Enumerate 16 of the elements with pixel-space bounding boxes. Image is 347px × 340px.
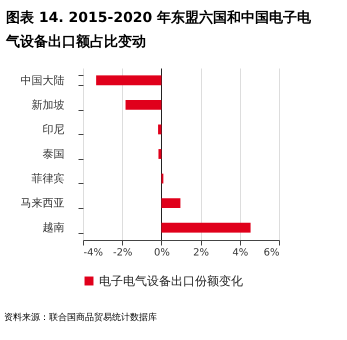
x-tick-label: 0% bbox=[154, 248, 170, 258]
y-tick-label: 菲律宾 bbox=[32, 172, 64, 186]
x-tick-label: -4% bbox=[84, 248, 103, 258]
y-tick-label: 印尼 bbox=[42, 122, 64, 136]
y-tick-label: 越南 bbox=[42, 221, 64, 234]
x-tick-label: 4% bbox=[232, 248, 248, 258]
legend-label: 电子电气设备出口份额变化 bbox=[99, 274, 243, 288]
y-tick-label: 中国大陆 bbox=[20, 74, 64, 87]
x-tick-label: 6% bbox=[264, 248, 280, 258]
y-tick-label: 新加坡 bbox=[32, 98, 64, 112]
x-tick-label: 2% bbox=[193, 248, 210, 258]
chart-title: 图表 14. 2015-2020 年东盟六国和中国电子电气设备出口额占比变动 bbox=[4, 9, 312, 52]
y-tick-label: 泰国 bbox=[42, 148, 64, 160]
text: 资料来源：联合国商品贸易统计数据库 bbox=[3, 312, 158, 324]
x-tick-label: -2% bbox=[112, 248, 132, 258]
y-tick-label: 马来西亚 bbox=[20, 196, 64, 210]
